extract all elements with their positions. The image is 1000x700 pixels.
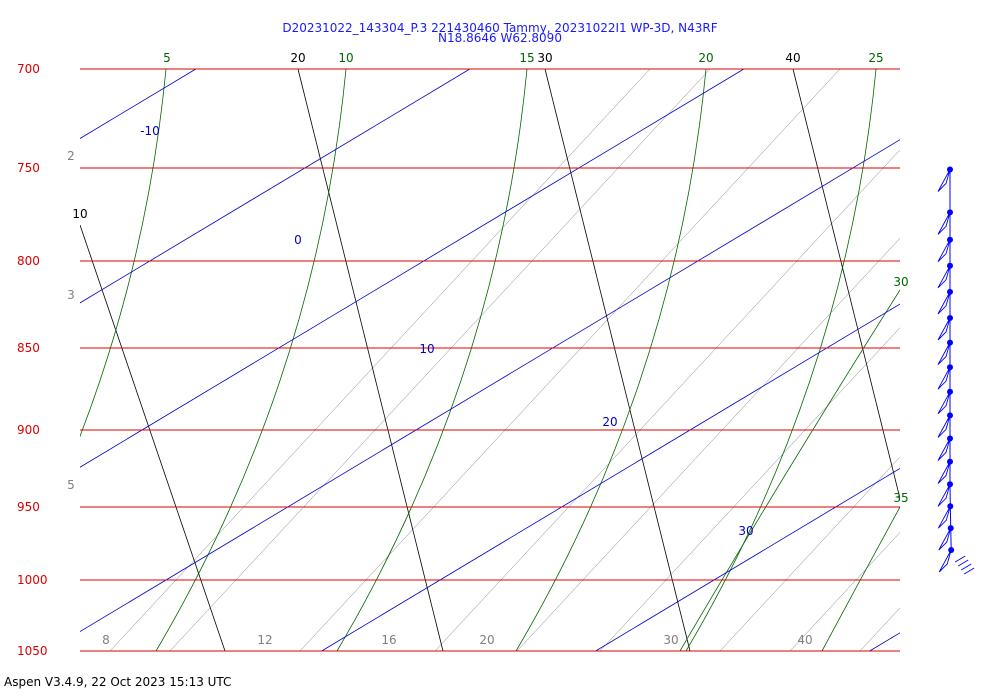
moist-adiabat-label: 25: [868, 51, 883, 65]
isotherm-line: [80, 68, 745, 468]
wind-profile: [937, 166, 975, 575]
dry-adiabat-label: 30: [537, 51, 552, 65]
mixing-ratio-label: 3: [67, 288, 75, 302]
wind-barb: [937, 438, 951, 461]
wind-barb-flag: [957, 559, 969, 567]
wind-barb: [937, 317, 951, 341]
wind-barb: [937, 505, 951, 529]
mixing-ratio-lines: [109, 68, 900, 652]
wind-barb: [937, 461, 951, 484]
chart-title: D20231022_143304_P.3 221430460 Tammy, 20…: [282, 21, 718, 35]
isotherm-label: 10: [419, 342, 434, 356]
chart-subtitle: N18.8646 W62.8090: [438, 31, 562, 45]
wind-barb-flag: [954, 555, 966, 563]
mixing-ratio-label: 12: [257, 633, 272, 647]
footer-version: Aspen V3.4.9, 22 Oct 2023 15:13 UTC: [4, 675, 232, 689]
mixing-ratio-line: [599, 327, 900, 652]
wind-barb: [937, 212, 951, 235]
wind-barb: [937, 291, 951, 315]
wind-barb: [937, 391, 951, 415]
mixing-ratio-line: [516, 237, 900, 652]
isotherm-line: [80, 68, 471, 304]
series-point-dewpoint: [991, 577, 997, 583]
dry-adiabat-label: 20: [290, 51, 305, 65]
moist-adiabat-line: [821, 506, 900, 652]
pressure-label-900: 900: [17, 423, 40, 437]
dry-adiabat-line: [792, 68, 900, 501]
wind-barb: [937, 342, 951, 365]
moist-adiabats: [80, 68, 900, 652]
moist-adiabat-label: 35: [893, 491, 908, 505]
pressure-label-1000: 1000: [17, 573, 48, 587]
pressure-label-700: 700: [17, 62, 40, 76]
moist-adiabat-label: 15: [519, 51, 534, 65]
mixing-ratio-label: 8: [102, 633, 110, 647]
dry-adiabats: [80, 68, 900, 652]
isotherm-line: [321, 303, 900, 652]
mixing-ratio-label: 30: [663, 633, 678, 647]
series-point-dewpoint: [986, 570, 992, 576]
pressure-label-750: 750: [17, 161, 40, 175]
isotherm-label: 20: [602, 415, 617, 429]
dry-adiabat-line: [80, 224, 226, 652]
moist-adiabat-label: 30: [893, 275, 908, 289]
mixing-ratio-line: [299, 68, 841, 652]
wind-staff-line: [949, 169, 952, 551]
dry-adiabat-line: [297, 68, 444, 652]
wind-barb: [937, 265, 951, 289]
mixing-ratio-line: [789, 532, 900, 652]
wind-barb: [937, 366, 951, 390]
moist-adiabat-line: [679, 289, 900, 652]
mixing-ratio-line: [169, 68, 711, 652]
mixing-ratio-label: 16: [381, 633, 396, 647]
isotherm-line: [80, 139, 900, 633]
mixing-ratio-line: [859, 607, 900, 652]
isotherm-line: [80, 68, 197, 139]
dry-adiabat-label: 10: [72, 207, 87, 221]
mixing-ratio-label: 2: [67, 149, 75, 163]
mixing-ratio-label: 5: [67, 478, 75, 492]
sounding-series: [986, 184, 1000, 589]
isotherm-line: [869, 632, 900, 652]
dry-adiabat-label: 40: [785, 51, 800, 65]
wind-barb-flag: [960, 563, 972, 571]
wind-barb: [937, 484, 951, 507]
moist-adiabat-line: [515, 68, 707, 652]
mixing-ratio-line: [719, 456, 900, 652]
isotherm-label: 30: [738, 524, 753, 538]
wind-barb: [937, 415, 951, 438]
pressure-label-1050: 1050: [17, 644, 48, 658]
pressure-label-850: 850: [17, 341, 40, 355]
isotherm-line: [595, 467, 900, 652]
wind-barb: [937, 239, 951, 263]
moist-adiabat-line: [80, 68, 167, 438]
mixing-ratio-label: 40: [797, 633, 812, 647]
wind-barb: [937, 169, 951, 192]
mixing-ratio-label: 20: [479, 633, 494, 647]
isotherm-label: -10: [140, 124, 160, 138]
moist-adiabat-label: 5: [163, 51, 171, 65]
moist-adiabat-line: [685, 68, 877, 652]
isotherm-label: 0: [294, 233, 302, 247]
wind-barb-flag: [963, 567, 975, 575]
wind-barb: [938, 549, 952, 573]
pressure-label-800: 800: [17, 254, 40, 268]
moist-adiabat-line: [336, 68, 528, 652]
wind-barb: [938, 527, 952, 551]
mixing-ratio-line: [109, 68, 651, 652]
pressure-label-950: 950: [17, 500, 40, 514]
isotherms: [80, 68, 900, 652]
moist-adiabat-line: [155, 68, 347, 652]
dry-adiabat-line: [544, 68, 691, 652]
moist-adiabat-label: 20: [698, 51, 713, 65]
mixing-ratio-line: [434, 149, 900, 652]
series-line-dewpoint: [989, 187, 1000, 586]
moist-adiabat-label: 10: [338, 51, 353, 65]
